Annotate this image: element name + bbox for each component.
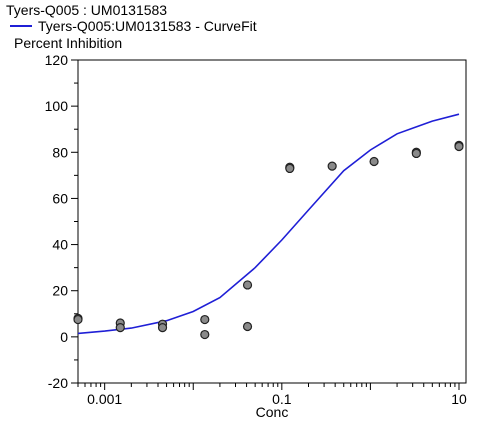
legend-entry: Tyers-Q005:UM0131583 - CurveFit (10, 18, 257, 34)
data-point (115, 323, 125, 333)
legend-label: Tyers-Q005:UM0131583 - CurveFit (38, 18, 257, 34)
data-point (242, 280, 253, 290)
data-point (369, 156, 379, 167)
legend-line-swatch (10, 25, 32, 27)
x-tick-label: 10 (451, 391, 467, 407)
curve-fit-line (77, 113, 460, 335)
data-point (242, 321, 253, 332)
x-axis: 0.001 0.1 10 (77, 383, 467, 407)
y-tick-label: 20 (52, 283, 68, 299)
points-layer (73, 140, 464, 340)
y-axis-label: Percent Inhibition (14, 35, 123, 51)
y-tick-label: 100 (45, 98, 69, 114)
y-tick-label: 0 (60, 329, 68, 345)
data-point (200, 314, 210, 325)
y-axis: -20 0 20 40 60 80 100 120 (45, 52, 78, 391)
data-point (157, 323, 168, 333)
y-tick-label: -20 (48, 375, 68, 391)
curve-layer (77, 113, 460, 335)
x-axis-label: Conc (256, 404, 289, 420)
data-point (411, 148, 421, 159)
data-point (454, 141, 464, 152)
chart-title: Tyers-Q005 : UM0131583 (6, 2, 168, 18)
data-point (327, 161, 337, 171)
x-tick-label: 0.001 (87, 391, 122, 407)
y-tick-label: 80 (52, 144, 68, 160)
x-tick-label: 0.1 (272, 391, 292, 407)
y-tick-label: 60 (52, 190, 68, 206)
y-tick-label: 40 (52, 237, 68, 253)
data-point (73, 314, 83, 325)
plot-area (77, 59, 467, 384)
y-tick-label: 120 (45, 52, 69, 68)
data-point (285, 163, 295, 174)
data-point (200, 329, 210, 340)
